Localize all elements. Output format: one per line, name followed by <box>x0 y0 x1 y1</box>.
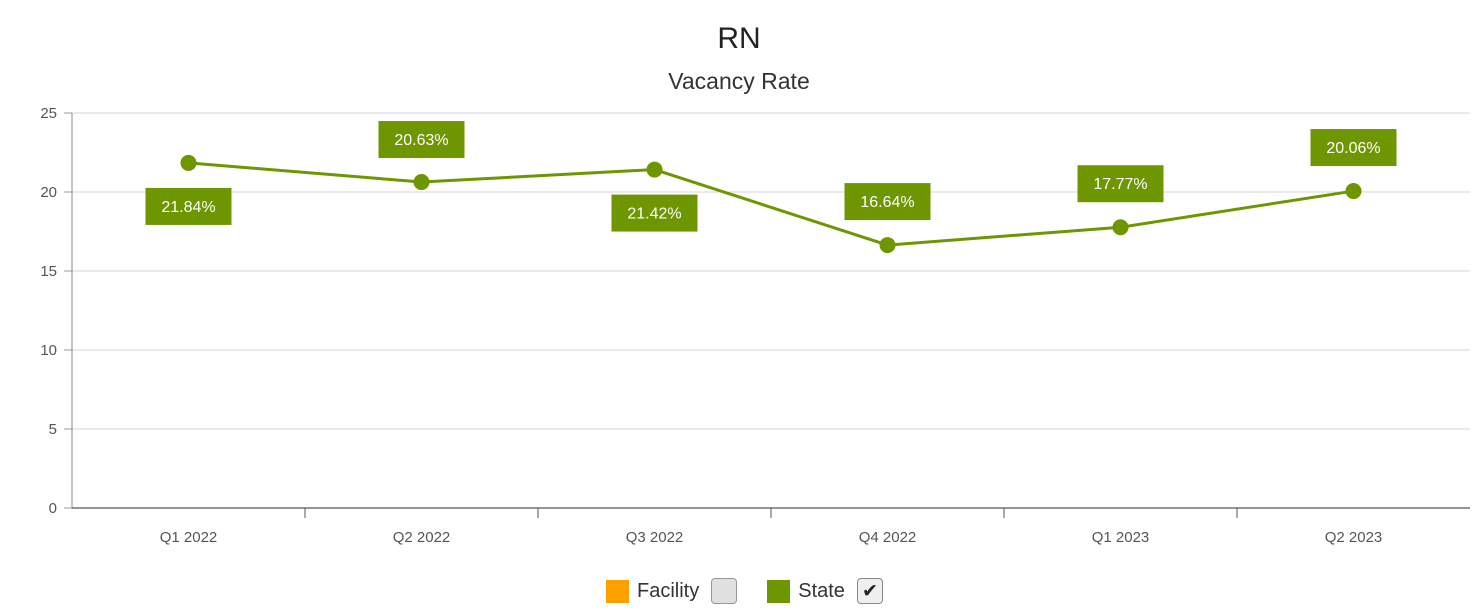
legend-label-facility: Facility <box>637 579 700 602</box>
x-tick-label: Q4 2022 <box>859 529 917 546</box>
data-label-box <box>378 121 465 159</box>
data-label: 20.63% <box>394 132 448 149</box>
chart-subtitle: Vacancy Rate <box>668 68 810 94</box>
legend-item-facility[interactable]: Facility <box>606 578 738 604</box>
y-tick-label: 15 <box>40 263 57 280</box>
series-line-state <box>188 161 1354 247</box>
x-tick-label: Q2 2022 <box>393 529 451 546</box>
legend-label-state: State <box>798 579 845 602</box>
y-tick-label: 5 <box>49 421 57 438</box>
y-tick-label: 10 <box>40 342 57 359</box>
legend: Facility State ✔ <box>606 578 913 604</box>
data-label-box <box>1310 129 1397 167</box>
y-tick-label: 20 <box>40 184 57 201</box>
x-tick-label: Q3 2022 <box>626 529 684 546</box>
facility-swatch <box>606 579 629 603</box>
data-label-box <box>1077 165 1164 203</box>
chart-title: RN <box>717 22 761 55</box>
data-label-box <box>145 187 232 225</box>
line-chart: 0 5 10 15 20 25 Q1 2022 Q2 2022 Q3 2022 Q4 2022 Q1… <box>40 105 1470 546</box>
data-label: 16.64% <box>860 194 914 211</box>
data-point <box>879 237 896 254</box>
facility-checkbox[interactable] <box>711 578 738 604</box>
data-point <box>1345 183 1362 200</box>
data-label: 20.06% <box>1326 140 1380 157</box>
data-point <box>413 174 430 191</box>
data-point <box>1112 219 1129 236</box>
data-point <box>646 161 663 178</box>
data-point <box>180 154 197 171</box>
data-label-box <box>611 194 698 232</box>
legend-item-state[interactable]: State ✔ <box>767 578 883 604</box>
state-checkbox[interactable]: ✔ <box>856 578 883 604</box>
data-label: 21.84% <box>161 199 215 216</box>
y-tick-label: 25 <box>40 105 57 122</box>
x-tick-label: Q1 2022 <box>160 529 218 546</box>
data-label-box <box>844 183 931 221</box>
x-tick-label: Q1 2023 <box>1092 529 1150 546</box>
x-tick-label: Q2 2023 <box>1325 529 1383 546</box>
state-swatch <box>767 579 791 603</box>
data-label: 17.77% <box>1093 176 1147 193</box>
y-tick-label: 0 <box>49 500 57 517</box>
data-label: 21.42% <box>627 206 681 223</box>
